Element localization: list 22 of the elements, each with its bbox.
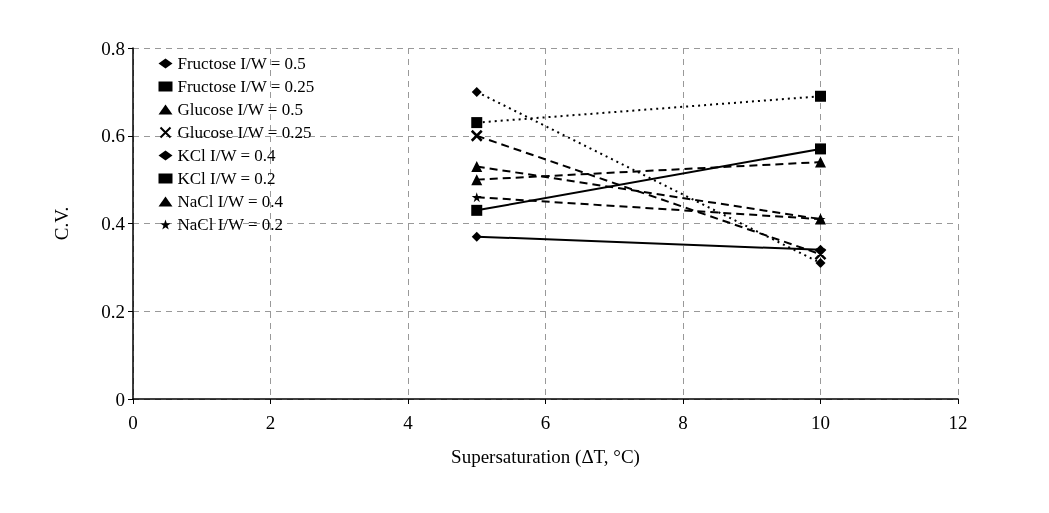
legend-label: NaCl I/W = 0.2 (177, 215, 284, 234)
x-tick-label: 0 (128, 412, 138, 433)
x-tick-label: 2 (265, 412, 276, 433)
x-tick-label: 10 (811, 412, 830, 433)
legend-label: Fructose I/W = 0.25 (177, 77, 315, 96)
x-tick-label: 8 (678, 412, 688, 433)
y-tick-label: 0.8 (101, 37, 125, 59)
legend-label: Fructose I/W = 0.5 (177, 54, 306, 73)
y-tick-label: 0.6 (101, 125, 125, 147)
legend-label: Glucose I/W = 0.5 (177, 100, 303, 119)
legend-label: Glucose I/W = 0.25 (177, 123, 312, 142)
x-axis-title: Supersaturation (ΔT, °C) (451, 446, 640, 468)
legend-label: KCl I/W = 0.2 (177, 169, 276, 188)
y-axis-title: C.V. (51, 206, 72, 241)
y-tick-label: 0.2 (101, 300, 125, 322)
y-tick-label: 0 (115, 388, 125, 410)
x-tick-label: 4 (403, 412, 414, 433)
legend-label: NaCl I/W = 0.4 (177, 192, 284, 211)
y-tick-label: 0.4 (101, 213, 126, 234)
legend-label: KCl I/W = 0.4 (177, 146, 277, 165)
x-tick-label: 12 (948, 412, 968, 433)
x-tick-label: 6 (540, 412, 551, 433)
